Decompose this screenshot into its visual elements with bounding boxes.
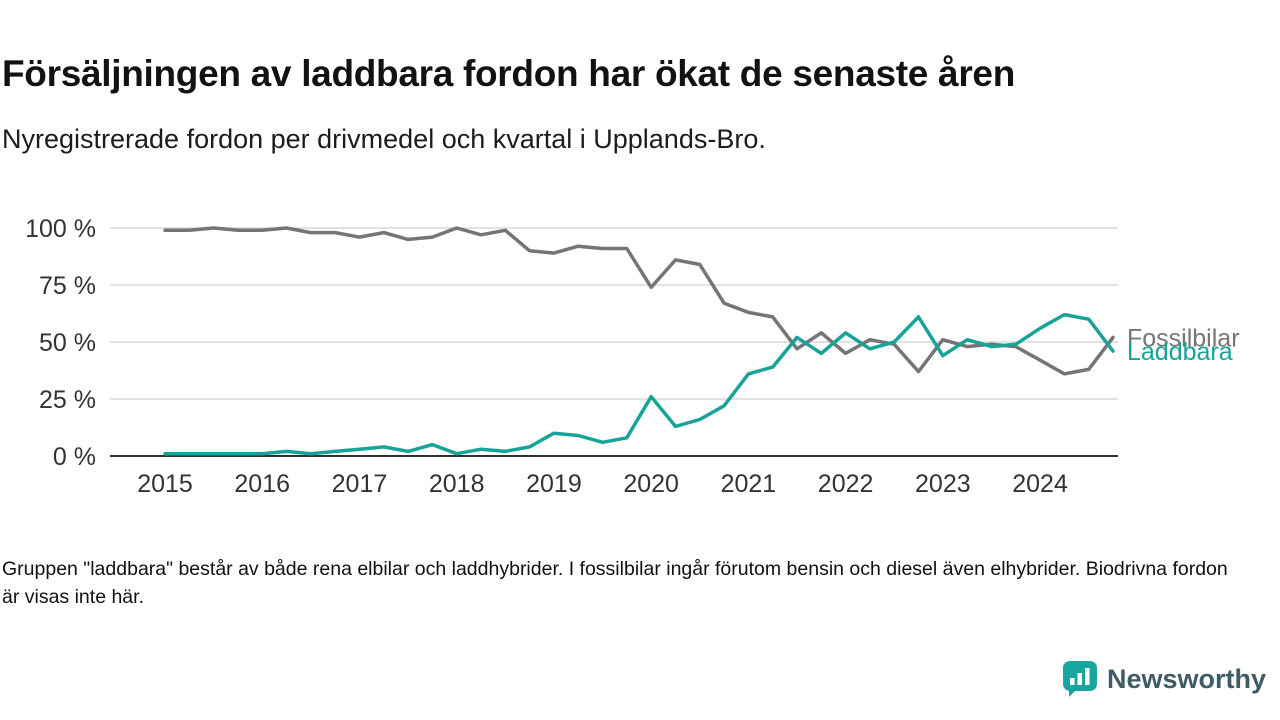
x-tick-label: 2019 [526,470,582,498]
x-tick-label: 2021 [721,470,777,498]
y-tick-label: 0 % [53,443,96,471]
chart-subtitle: Nyregistrerade fordon per drivmedel och … [2,124,766,154]
laddbara-line [163,312,1115,456]
x-tick-label: 2015 [137,470,193,498]
y-tick-label: 75 % [39,272,96,300]
x-tick-label: 2016 [234,470,290,498]
y-tick-label: 100 % [25,215,96,243]
fossilbilar-line [163,226,1115,376]
chart-footnote: Gruppen "laddbara" består av både rena e… [2,558,1228,608]
y-tick-label: 50 % [39,329,96,357]
x-tick-label: 2017 [332,470,388,498]
line-chart: 0 % 25 % 50 % 75 % 100 % 2015 2016 2017 2018 2019… [25,215,1240,498]
newsworthy-logo-text: Newsworthy [1106,663,1266,694]
fossilbilar-series-label: Fossilbilar [1127,324,1240,352]
y-tick-label: 25 % [39,386,96,414]
x-tick-label: 2018 [429,470,485,498]
newsworthy-logo-icon [1062,660,1098,698]
x-tick-label: 2024 [1012,470,1068,498]
page-title: Försäljningen av laddbara fordon har öka… [2,52,1016,94]
laddbara-series-label: Laddbara [1127,338,1233,366]
newsworthy-logo: Newsworthy [1062,660,1266,698]
x-tick-label: 2022 [818,470,874,498]
x-tick-label: 2020 [623,470,679,498]
line-chart-svg: 0 % 25 % 50 % 75 % 100 % 2015 2016 2017 2018 2019… [25,215,1240,498]
x-tick-label: 2023 [915,470,971,498]
